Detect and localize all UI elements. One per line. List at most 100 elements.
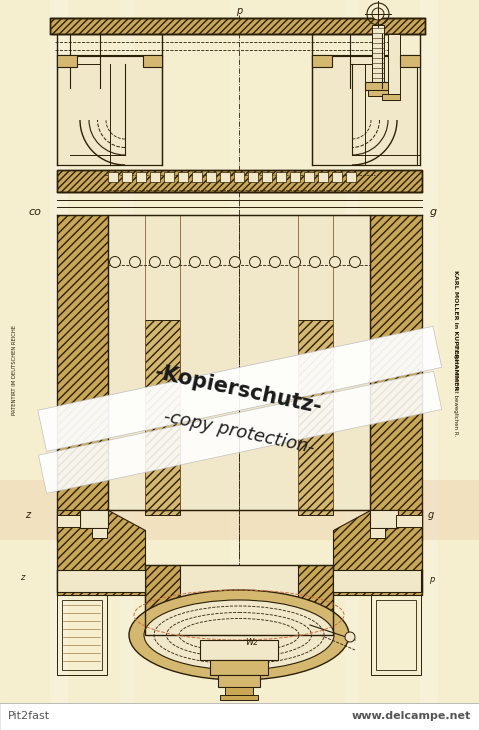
Circle shape <box>309 256 320 267</box>
Circle shape <box>250 256 261 267</box>
Bar <box>318 172 328 182</box>
Bar <box>225 687 253 695</box>
Text: p: p <box>236 6 242 16</box>
Text: g: g <box>430 207 437 217</box>
Bar <box>345 0 359 705</box>
Text: z: z <box>25 510 30 520</box>
Bar <box>370 510 398 528</box>
Ellipse shape <box>129 590 349 680</box>
Bar <box>312 55 332 67</box>
Bar <box>57 595 107 675</box>
Bar <box>371 595 421 675</box>
Bar <box>57 55 77 67</box>
Bar <box>62 600 102 670</box>
Bar <box>57 215 108 510</box>
Polygon shape <box>333 510 422 595</box>
Circle shape <box>190 256 201 267</box>
Bar <box>57 170 422 192</box>
Bar <box>388 34 400 94</box>
Circle shape <box>345 632 355 642</box>
Bar <box>120 0 134 705</box>
Text: z: z <box>20 573 24 582</box>
Bar <box>298 320 333 515</box>
Circle shape <box>372 8 384 20</box>
Bar <box>143 55 162 67</box>
Bar <box>276 172 286 182</box>
Bar <box>298 565 333 635</box>
Text: co: co <box>28 207 41 217</box>
Bar <box>80 510 108 528</box>
Bar <box>200 640 278 660</box>
Bar <box>230 0 240 705</box>
Bar <box>92 528 107 538</box>
Bar <box>370 215 422 510</box>
Bar <box>333 570 421 592</box>
Bar <box>248 172 258 182</box>
Circle shape <box>289 256 300 267</box>
Bar <box>150 172 160 182</box>
Bar <box>108 172 118 182</box>
Bar <box>57 170 422 192</box>
Bar <box>210 660 268 675</box>
Circle shape <box>229 256 240 267</box>
Text: KARL MOLLER in KUPFERHAMMER: KARL MOLLER in KUPFERHAMMER <box>454 270 458 390</box>
Bar <box>180 565 298 635</box>
Bar <box>218 675 260 687</box>
Bar <box>372 25 384 85</box>
Polygon shape <box>57 510 145 595</box>
Bar <box>108 215 370 510</box>
Circle shape <box>330 256 341 267</box>
Bar <box>376 600 416 670</box>
Circle shape <box>149 256 160 267</box>
Bar <box>145 565 180 635</box>
Text: -copy protection-: -copy protection- <box>162 407 316 457</box>
Bar <box>192 172 202 182</box>
Bar <box>420 0 438 705</box>
Text: www.delcampe.net: www.delcampe.net <box>352 711 471 721</box>
Bar <box>368 90 388 96</box>
Bar <box>290 172 300 182</box>
Bar <box>108 215 370 510</box>
Bar <box>136 172 146 182</box>
Circle shape <box>209 256 220 267</box>
Bar <box>312 55 417 165</box>
Circle shape <box>170 256 181 267</box>
Bar <box>346 172 356 182</box>
Bar <box>145 565 333 635</box>
Ellipse shape <box>144 600 334 670</box>
Bar <box>0 703 479 730</box>
Bar <box>50 18 425 34</box>
Circle shape <box>350 256 361 267</box>
Bar <box>332 172 342 182</box>
Text: Wz: Wz <box>245 638 258 647</box>
Bar <box>365 82 391 90</box>
Bar <box>178 172 188 182</box>
Text: -Kopierschutz-: -Kopierschutz- <box>153 363 325 418</box>
Bar <box>304 172 314 182</box>
Text: Gasgenerator mit beweglichen R.: Gasgenerator mit beweglichen R. <box>454 344 458 436</box>
Bar <box>57 515 80 527</box>
Circle shape <box>270 256 281 267</box>
Text: Pit2fast: Pit2fast <box>8 711 50 721</box>
Bar <box>57 570 145 592</box>
Bar <box>57 55 162 165</box>
Bar <box>145 320 180 515</box>
Circle shape <box>129 256 140 267</box>
Bar <box>206 172 216 182</box>
Bar <box>164 172 174 182</box>
Bar <box>400 55 420 67</box>
Bar <box>396 515 422 527</box>
Text: g: g <box>428 510 434 520</box>
Bar <box>370 528 385 538</box>
Bar <box>234 172 244 182</box>
Text: PATENTIRT IM DEUTSCHEN REICHE: PATENTIRT IM DEUTSCHEN REICHE <box>12 325 18 415</box>
Bar <box>220 695 258 700</box>
Bar <box>50 0 68 705</box>
Circle shape <box>110 256 121 267</box>
FancyBboxPatch shape <box>38 372 442 493</box>
Bar <box>0 480 479 540</box>
Bar <box>50 18 425 34</box>
Bar <box>122 172 132 182</box>
Bar <box>262 172 272 182</box>
FancyBboxPatch shape <box>38 326 442 451</box>
